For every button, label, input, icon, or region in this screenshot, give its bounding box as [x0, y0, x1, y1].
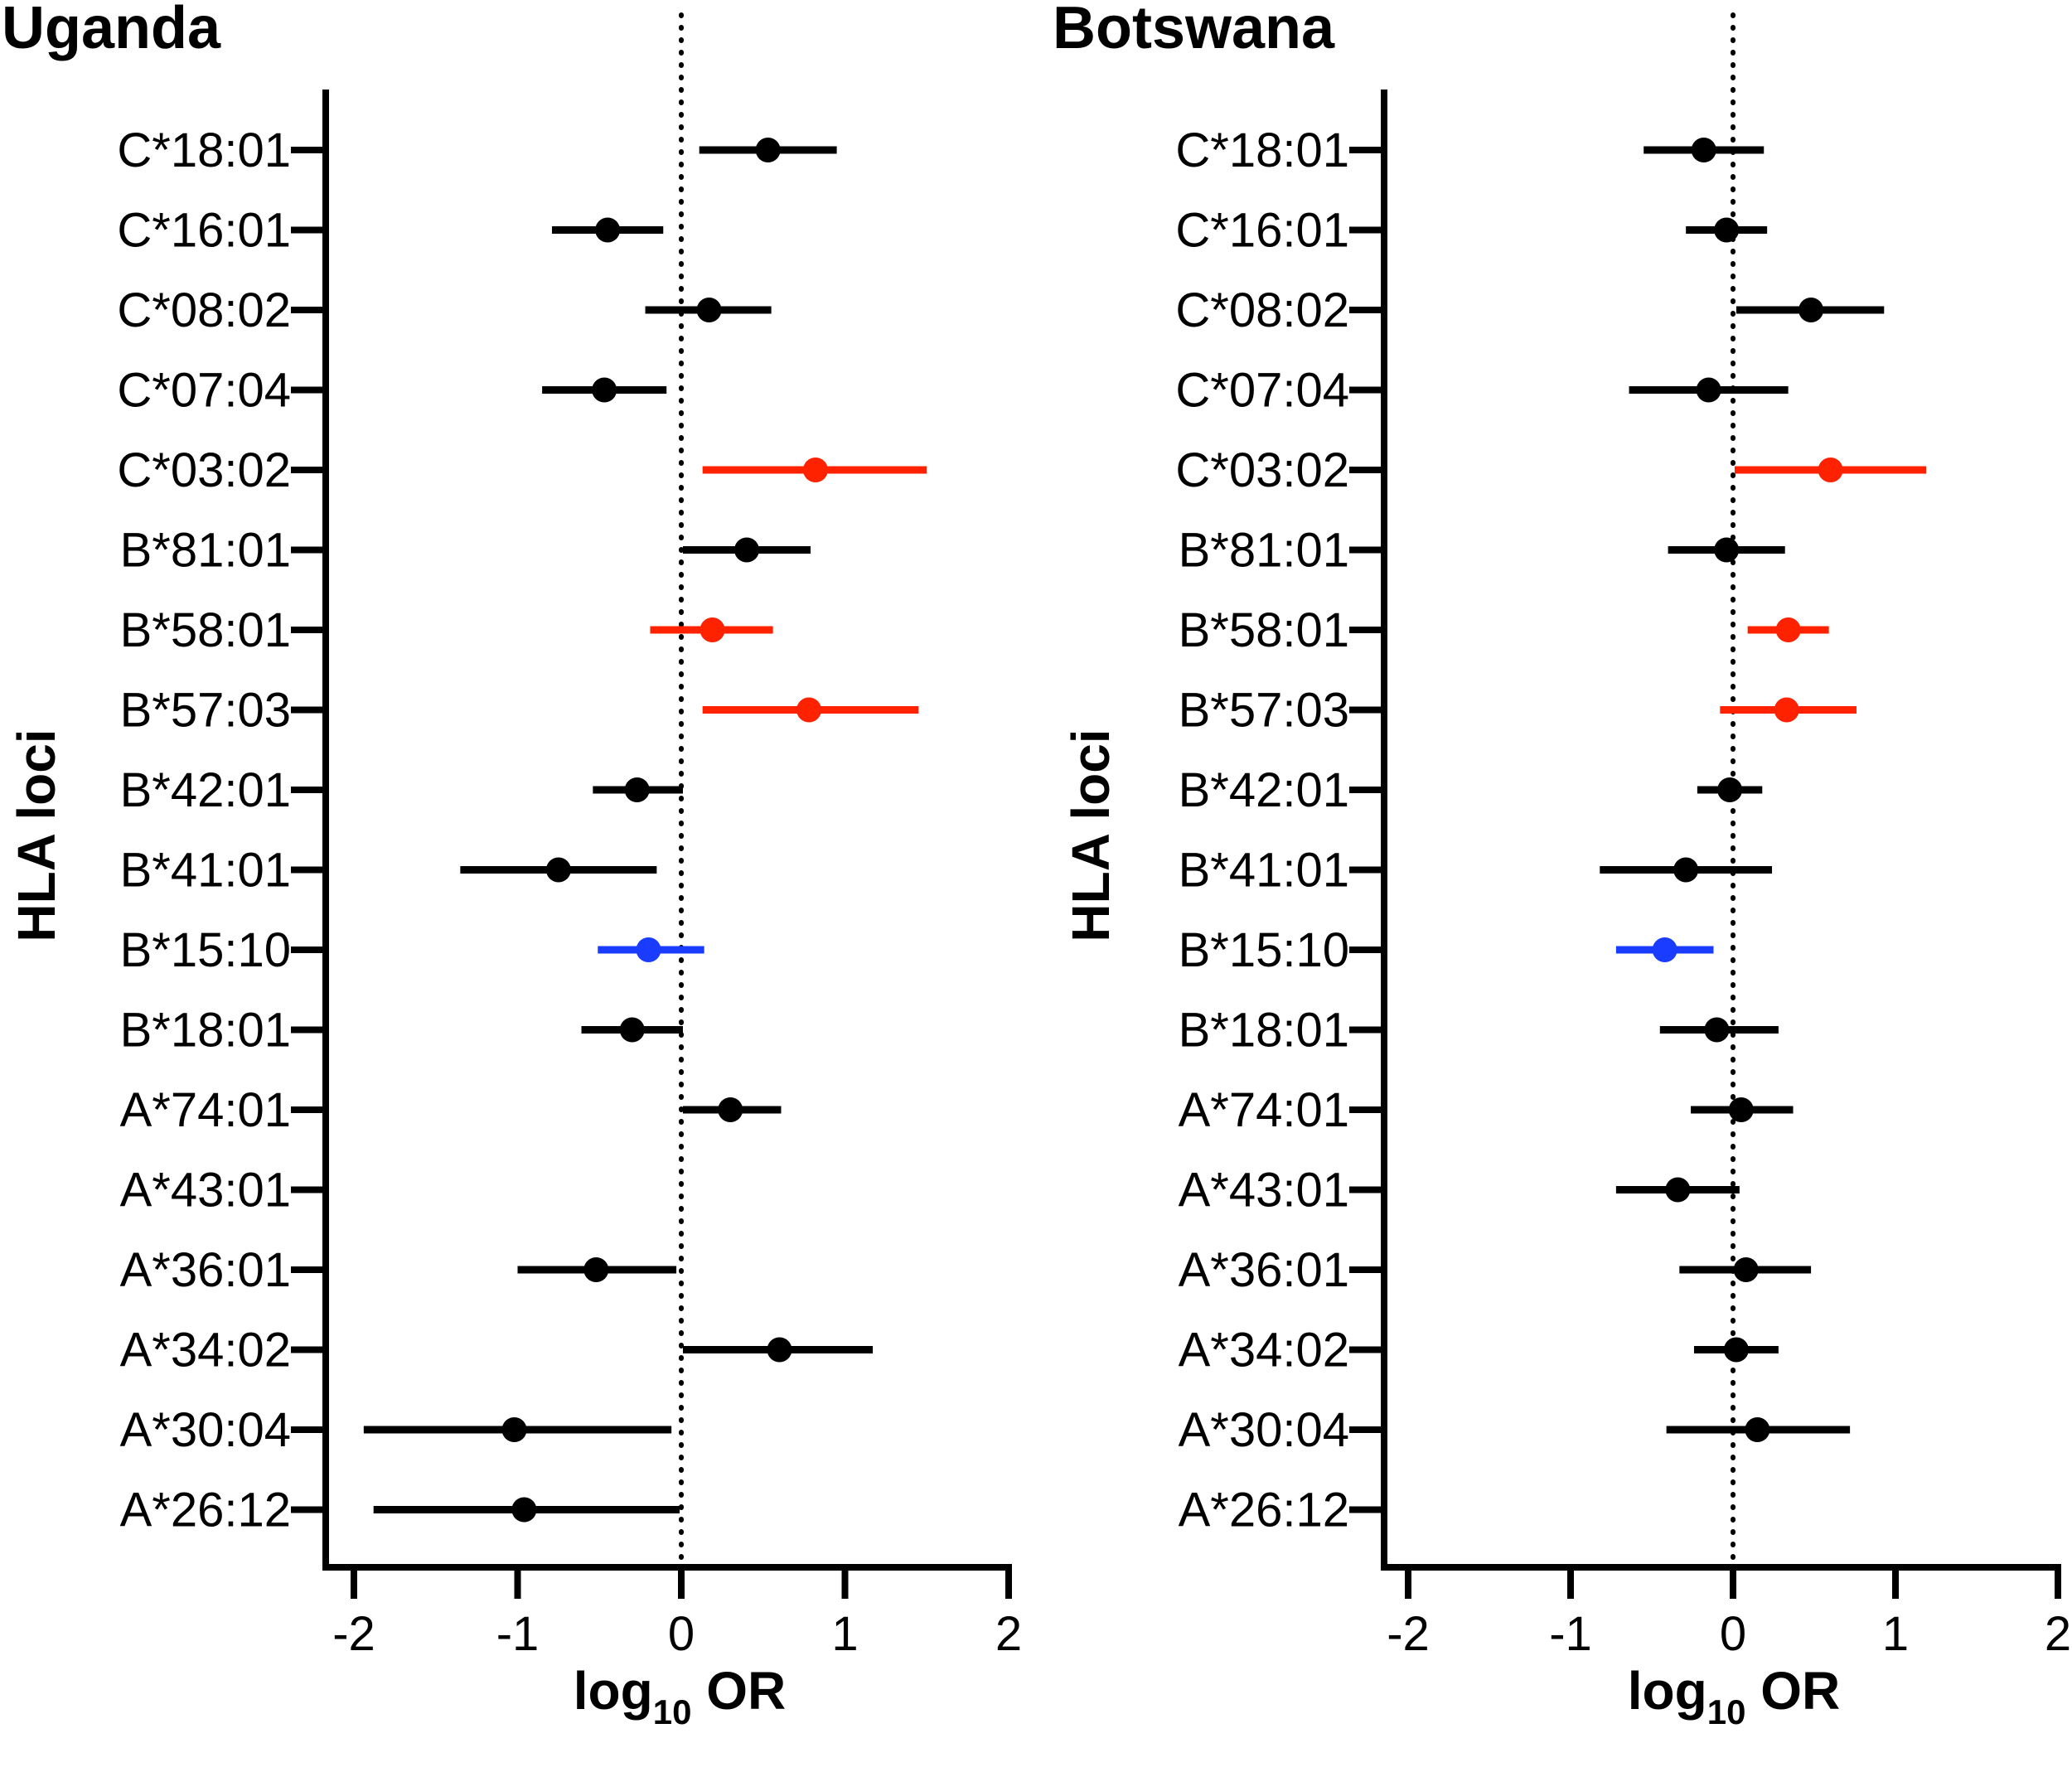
y-tick-label: C*18:01: [1175, 123, 1349, 177]
point-estimate: [583, 1257, 609, 1282]
point-estimate: [619, 1017, 645, 1043]
y-tick-label: A*30:04: [1179, 1403, 1349, 1457]
point-estimate: [796, 697, 822, 723]
y-tick-label: A*34:02: [1179, 1324, 1349, 1377]
panel-botswana: Botswana HLA loci -2 -1 0 1 2 log10 OR C*18:01 C*…: [1053, 0, 2071, 1731]
point-estimate: [1717, 777, 1743, 802]
point-estimate: [595, 217, 621, 243]
point-estimate: [636, 937, 661, 962]
x-tick-label: 2: [2045, 1607, 2071, 1661]
y-axis-label: HLA loci: [7, 729, 66, 942]
point-estimate: [1673, 857, 1699, 883]
point-estimate: [802, 458, 828, 482]
point-estimate: [1733, 1257, 1759, 1282]
y-tick-label: B*42:01: [1179, 763, 1349, 817]
point-estimate: [1665, 1177, 1691, 1203]
x-tick-label: -2: [332, 1607, 375, 1661]
panel-title: Botswana: [1053, 0, 1335, 61]
y-tick-label: B*15:10: [1179, 923, 1349, 977]
point-estimate: [1704, 1017, 1730, 1043]
y-axis-label: HLA loci: [1061, 729, 1121, 942]
y-tick-label: C*16:01: [1175, 204, 1349, 258]
y-tick-label: B*18:01: [120, 1004, 291, 1058]
y-tick-label: C*03:02: [1175, 443, 1349, 497]
y-tick-label: A*43:01: [1179, 1164, 1349, 1218]
y-tick-label: C*07:04: [1175, 364, 1349, 418]
point-estimate: [755, 138, 781, 162]
y-tick-label: B*58:01: [120, 603, 291, 657]
point-estimate: [545, 857, 571, 883]
x-axis-label: log10 OR: [574, 1661, 786, 1731]
y-tick-label: C*08:02: [1175, 283, 1349, 337]
point-estimate: [1818, 458, 1843, 482]
y-tick-label: A*34:02: [120, 1324, 291, 1377]
point-estimate: [1714, 537, 1740, 563]
y-tick-label: C*16:01: [117, 204, 291, 258]
point-estimate: [1774, 697, 1799, 723]
x-tick-label: 0: [668, 1607, 695, 1661]
point-estimate: [592, 377, 617, 403]
y-tick-label: B*81:01: [120, 524, 291, 578]
point-estimate: [1696, 377, 1721, 403]
y-tick-label: B*41:01: [120, 844, 291, 898]
point-estimate: [1652, 937, 1677, 962]
x-tick-label: 0: [1720, 1607, 1746, 1661]
y-tick-label: B*41:01: [1179, 844, 1349, 898]
y-tick-label: A*74:01: [120, 1083, 291, 1137]
point-estimate: [501, 1417, 527, 1442]
x-axis-label: log10 OR: [1628, 1661, 1840, 1731]
point-estimate: [767, 1337, 792, 1363]
y-tick-label: B*18:01: [1179, 1004, 1349, 1058]
x-tick-label: 2: [995, 1607, 1022, 1661]
y-tick-label: C*08:02: [117, 283, 291, 337]
y-tick-label: C*03:02: [117, 443, 291, 497]
panel-title: Uganda: [2, 0, 221, 61]
y-tick-label: B*57:03: [1179, 684, 1349, 738]
y-tick-label: B*42:01: [120, 763, 291, 817]
y-tick-label: A*36:01: [120, 1243, 291, 1297]
x-tick-label: -1: [496, 1607, 540, 1661]
y-tick-label: C*18:01: [117, 123, 291, 177]
panel-uganda: Uganda HLA loci -2 -1 0 1 2 log10 OR C*18:01 C*16…: [2, 0, 1022, 1731]
y-tick-label: A*26:12: [1179, 1484, 1349, 1537]
point-estimate: [696, 298, 722, 322]
y-tick-label: B*81:01: [1179, 524, 1349, 578]
point-estimate: [1728, 1097, 1754, 1122]
point-estimate: [718, 1097, 743, 1122]
point-estimate: [1691, 138, 1716, 162]
y-tick-label: A*26:12: [120, 1484, 291, 1537]
y-tick-label: A*74:01: [1179, 1083, 1349, 1137]
x-tick-label: 1: [831, 1607, 858, 1661]
point-estimate: [1745, 1417, 1770, 1442]
point-estimate: [1714, 217, 1740, 243]
y-tick-label: A*43:01: [120, 1164, 291, 1218]
point-estimate: [511, 1497, 537, 1523]
point-estimate: [624, 777, 650, 802]
point-estimate: [1723, 1337, 1749, 1363]
point-estimate: [734, 537, 759, 563]
y-tick-label: A*30:04: [120, 1403, 291, 1457]
point-estimate: [1798, 298, 1824, 322]
y-tick-label: B*57:03: [120, 684, 291, 738]
point-estimate: [700, 617, 725, 642]
y-tick-label: B*58:01: [1179, 603, 1349, 657]
x-tick-label: -1: [1549, 1607, 1592, 1661]
x-tick-label: 1: [1882, 1607, 1909, 1661]
point-estimate: [1775, 617, 1801, 642]
x-tick-label: -2: [1387, 1607, 1430, 1661]
y-tick-label: A*36:01: [1179, 1243, 1349, 1297]
y-tick-label: C*07:04: [117, 364, 291, 418]
y-tick-label: B*15:10: [120, 923, 291, 977]
